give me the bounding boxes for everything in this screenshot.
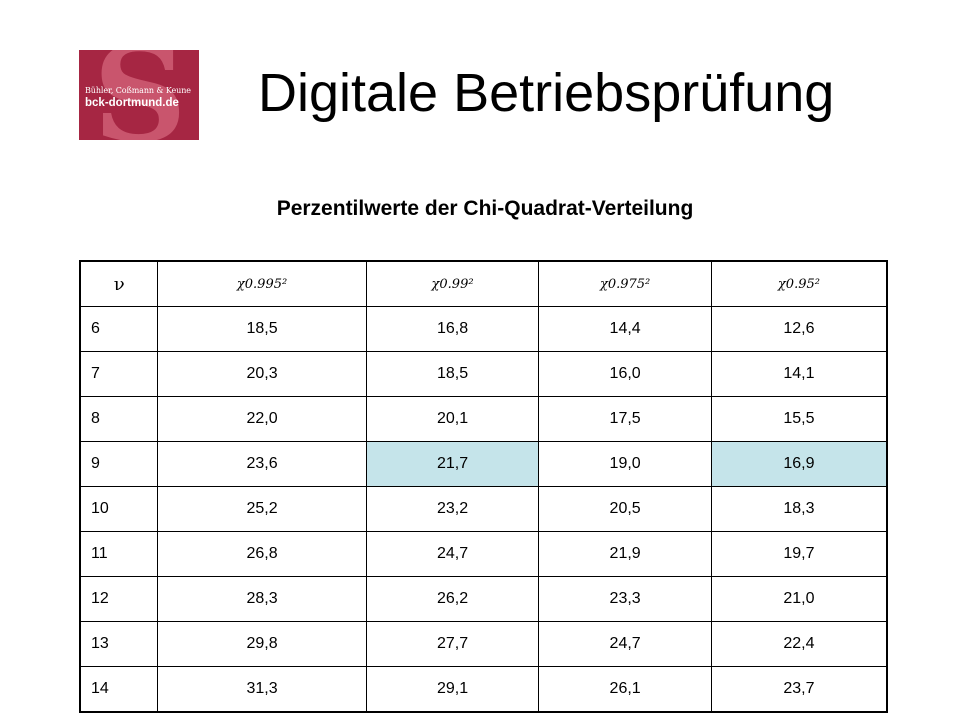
table-cell: 10 — [79, 486, 159, 532]
table-cell: 11 — [79, 531, 159, 577]
header-nu: ν — [79, 260, 159, 307]
table-cell: 18,5 — [157, 306, 367, 352]
table-cell: 26,2 — [365, 576, 540, 622]
table-cell: 14,4 — [538, 306, 712, 352]
chi-square-table: ν χ0.995² χ0.99² χ0.975² χ0.95² 6 18,5 1… — [79, 260, 888, 713]
header-chi-0995: χ0.995² — [157, 260, 367, 307]
table-row: 11 26,8 24,7 21,9 19,7 — [79, 531, 888, 577]
table-cell: 12,6 — [710, 306, 888, 352]
table-cell: 15,5 — [710, 396, 888, 442]
table-row: 12 28,3 26,2 23,3 21,0 — [79, 576, 888, 622]
table-cell: 9 — [79, 441, 159, 487]
table-row: 6 18,5 16,8 14,4 12,6 — [79, 306, 888, 352]
table-cell: 20,1 — [365, 396, 540, 442]
table-cell: 26,1 — [538, 666, 712, 713]
table-row: 7 20,3 18,5 16,0 14,1 — [79, 351, 888, 397]
slide-title: Digitale Betriebsprüfung — [258, 63, 835, 123]
table-cell: 28,3 — [157, 576, 367, 622]
table-cell: 22,4 — [710, 621, 888, 667]
table-cell: 23,6 — [157, 441, 367, 487]
highlighted-cell: 21,7 — [365, 441, 540, 487]
table-cell: 17,5 — [538, 396, 712, 442]
table-row: 10 25,2 23,2 20,5 18,3 — [79, 486, 888, 532]
table-cell: 23,7 — [710, 666, 888, 713]
table-title: Perzentilwerte der Chi-Quadrat-Verteilun… — [276, 197, 694, 220]
table-cell: 27,7 — [365, 621, 540, 667]
table-cell: 12 — [79, 576, 159, 622]
table-row: 9 23,6 21,7 19,0 16,9 — [79, 441, 888, 487]
table-row: 8 22,0 20,1 17,5 15,5 — [79, 396, 888, 442]
logo-company-name: Bühler, Coßmann & Keune — [85, 86, 191, 95]
header-chi-099: χ0.99² — [365, 260, 540, 307]
table-cell: 16,0 — [538, 351, 712, 397]
table-cell: 24,7 — [538, 621, 712, 667]
table-cell: 6 — [79, 306, 159, 352]
table-cell: 8 — [79, 396, 159, 442]
table-row: 13 29,8 27,7 24,7 22,4 — [79, 621, 888, 667]
table-cell: 21,9 — [538, 531, 712, 577]
logo-domain: bck-dortmund.de — [85, 97, 179, 109]
table-cell: 29,8 — [157, 621, 367, 667]
table-row: 14 31,3 29,1 26,1 23,7 — [79, 666, 888, 713]
table-cell: 20,5 — [538, 486, 712, 532]
table-cell: 13 — [79, 621, 159, 667]
table-cell: 23,3 — [538, 576, 712, 622]
table-cell: 19,7 — [710, 531, 888, 577]
company-logo: S Bühler, Coßmann & Keune bck-dortmund.d… — [79, 50, 199, 140]
header-chi-095: χ0.95² — [710, 260, 888, 307]
table-header-row: ν χ0.995² χ0.99² χ0.975² χ0.95² — [79, 260, 888, 307]
table-cell: 14 — [79, 666, 159, 713]
table-cell: 18,3 — [710, 486, 888, 532]
table-cell: 7 — [79, 351, 159, 397]
table-cell: 21,0 — [710, 576, 888, 622]
table-cell: 20,3 — [157, 351, 367, 397]
table-cell: 24,7 — [365, 531, 540, 577]
table-cell: 25,2 — [157, 486, 367, 532]
table-cell: 29,1 — [365, 666, 540, 713]
table-cell: 22,0 — [157, 396, 367, 442]
table-cell: 16,8 — [365, 306, 540, 352]
table-cell: 18,5 — [365, 351, 540, 397]
table-cell: 23,2 — [365, 486, 540, 532]
highlighted-cell: 16,9 — [710, 441, 888, 487]
table-cell: 31,3 — [157, 666, 367, 713]
table-cell: 26,8 — [157, 531, 367, 577]
table-cell: 14,1 — [710, 351, 888, 397]
table-cell: 19,0 — [538, 441, 712, 487]
header-chi-0975: χ0.975² — [538, 260, 712, 307]
logo-letter: S — [93, 50, 187, 140]
